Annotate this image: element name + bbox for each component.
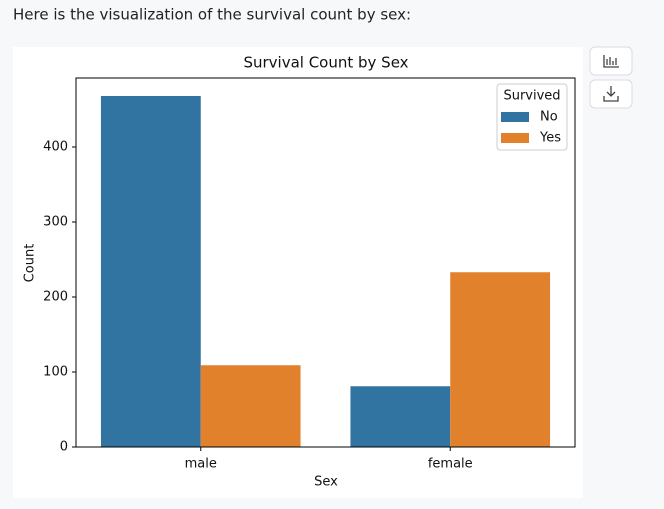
download-button[interactable]	[589, 79, 633, 109]
y-tick-label: 400	[43, 140, 68, 155]
bar	[350, 386, 451, 447]
chart-type-button[interactable]	[589, 46, 633, 76]
legend-label: No	[540, 110, 558, 125]
bar	[450, 272, 551, 447]
x-tick-label: male	[185, 457, 217, 472]
x-axis-label: Sex	[314, 475, 338, 490]
legend-swatch	[501, 112, 529, 122]
y-axis-label: Count	[23, 244, 38, 283]
plot-frame	[75, 77, 576, 448]
y-tick-label: 300	[43, 215, 68, 230]
x-tick-label: female	[428, 457, 473, 472]
y-tick-label: 0	[60, 440, 68, 455]
chart-title: Survival Count by Sex	[243, 54, 408, 72]
bar	[100, 96, 201, 447]
legend-swatch	[501, 133, 529, 143]
y-tick-label: 200	[43, 290, 68, 305]
message: Here is the visualization of the surviva…	[13, 6, 411, 24]
legend-title: Survived	[503, 89, 560, 104]
y-tick-label: 100	[43, 365, 68, 380]
legend-label: Yes	[539, 131, 561, 146]
bar	[200, 365, 301, 447]
